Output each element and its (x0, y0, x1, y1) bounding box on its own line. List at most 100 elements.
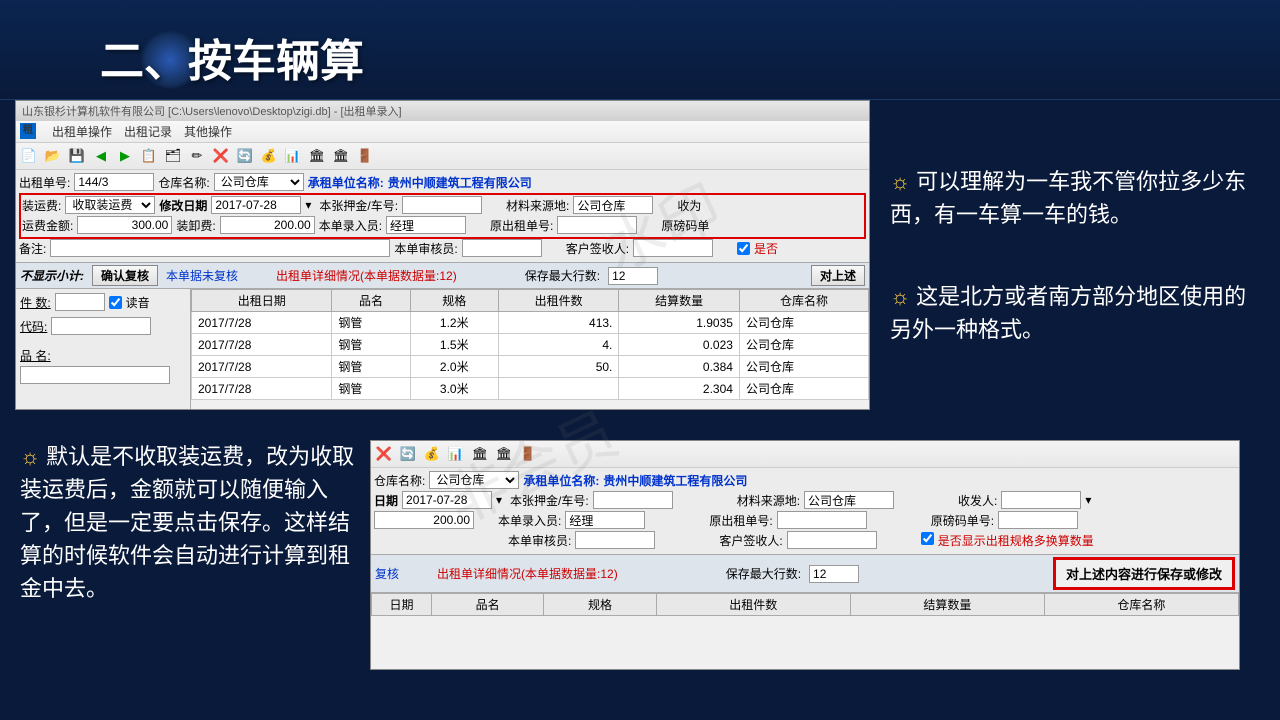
data-grid: 出租日期 品名 规格 出租件数 结算数量 仓库名称 2017/7/28钢管1.2… (191, 289, 869, 400)
warehouse-select[interactable]: 公司仓库 (429, 471, 519, 489)
col-name[interactable]: 品名 (332, 290, 410, 312)
orig-weight-input[interactable] (998, 511, 1078, 529)
col-settle[interactable]: 结算数量 (619, 290, 740, 312)
tenant-label: 承租单位名称: (308, 174, 384, 191)
material-src-label: 材料来源地: (506, 197, 569, 214)
modify-date-input[interactable] (402, 491, 492, 509)
signer-label: 客户签收人: (719, 532, 782, 549)
material-src-input[interactable] (804, 491, 894, 509)
orig-rent-no-label: 原出租单号: (709, 512, 772, 529)
tenant-value: 贵州中顺建筑工程有限公司 (388, 174, 532, 191)
edit-icon[interactable]: ✏ (188, 147, 206, 165)
material-src-label: 材料来源地: (737, 492, 800, 509)
stats-icon[interactable]: 📊 (447, 445, 465, 463)
delete-icon[interactable]: ❌ (212, 147, 230, 165)
max-rows-input[interactable] (608, 267, 658, 285)
money-icon[interactable]: 💰 (260, 147, 278, 165)
deposit-input[interactable] (402, 196, 482, 214)
freight-amount-label: 运费金额: (22, 217, 73, 234)
money-icon[interactable]: 💰 (423, 445, 441, 463)
stats-icon[interactable]: 📊 (284, 147, 302, 165)
col-qty[interactable]: 出租件数 (498, 290, 619, 312)
modify-date-input[interactable] (211, 196, 301, 214)
auditor-label: 本单审核员: (394, 240, 457, 257)
confirm-review-button[interactable]: 确认复核 (92, 265, 158, 286)
bank1-icon[interactable]: 🏛 (471, 445, 489, 463)
detail-title: 出租单详细情况(本单据数据量:12) (276, 267, 457, 284)
form-area: 出租单号: 仓库名称: 公司仓库 承租单位名称: 贵州中顺建筑工程有限公司 装运… (16, 170, 869, 262)
form-area-2: 仓库名称: 公司仓库 承租单位名称: 贵州中顺建筑工程有限公司 日期 ▾ 本张押… (371, 468, 1239, 554)
material-src-input[interactable] (573, 196, 653, 214)
orig-rent-no-input[interactable] (557, 216, 637, 234)
refresh-icon[interactable]: 🔄 (399, 445, 417, 463)
warehouse-select[interactable]: 公司仓库 (214, 173, 304, 191)
max-rows-label: 保存最大行数: (525, 267, 600, 284)
code-input[interactable] (51, 317, 151, 335)
col-name[interactable]: 品名 (432, 594, 544, 616)
bank2-icon[interactable]: 🏛 (495, 445, 513, 463)
menu-item[interactable]: 出租单操作 (52, 123, 112, 140)
exit-icon[interactable]: 🚪 (519, 445, 537, 463)
note-right-2: ☼这是北方或者南方部分地区使用的另外一种格式。 (890, 280, 1265, 346)
freight-amount-input[interactable] (77, 216, 172, 234)
app-icon: 租 (20, 123, 36, 139)
orig-rent-no-input[interactable] (777, 511, 867, 529)
table-row: 2017/7/28钢管2.0米50.0.384公司仓库 (192, 356, 869, 378)
count-input[interactable] (55, 293, 105, 311)
deposit-label: 本张押金/车号: (319, 197, 398, 214)
ship-fee-type-select[interactable]: 收取装运费 (65, 196, 155, 214)
unload-fee-input[interactable] (374, 511, 474, 529)
col-spec[interactable]: 规格 (544, 594, 656, 616)
new-icon[interactable]: 📄 (20, 147, 38, 165)
read-checkbox[interactable] (109, 296, 122, 309)
next-icon[interactable]: ▶ (116, 147, 134, 165)
delete-icon[interactable]: ❌ (375, 445, 393, 463)
max-rows-input[interactable] (809, 565, 859, 583)
note-right-1: ☼可以理解为一车我不管你拉多少东西，有一车算一车的钱。 (890, 165, 1265, 231)
menu-item[interactable]: 其他操作 (184, 123, 232, 140)
auditor-input[interactable] (575, 531, 655, 549)
exit-icon[interactable]: 🚪 (356, 147, 374, 165)
signer-input[interactable] (633, 239, 713, 257)
bank1-icon[interactable]: 🏛 (308, 147, 326, 165)
unload-fee-input[interactable] (220, 216, 315, 234)
deposit-input[interactable] (593, 491, 673, 509)
bullet-icon: ☼ (20, 444, 40, 469)
save-above-button[interactable]: 对上述 (811, 265, 865, 286)
remark-input[interactable] (50, 239, 390, 257)
name-input[interactable] (20, 366, 170, 384)
read-label: 读音 (126, 294, 150, 311)
col-wh[interactable]: 仓库名称 (1044, 594, 1238, 616)
col-settle[interactable]: 结算数量 (850, 594, 1044, 616)
flag-checkbox[interactable] (737, 242, 750, 255)
save-modify-button[interactable]: 对上述内容进行保存或修改 (1053, 557, 1235, 590)
remark-label: 备注: (19, 240, 46, 257)
receiver-input[interactable] (1001, 491, 1081, 509)
rent-no-input[interactable] (74, 173, 154, 191)
code-label: 代码: (20, 318, 47, 335)
col-date[interactable]: 出租日期 (192, 290, 332, 312)
auditor-input[interactable] (462, 239, 542, 257)
show-spec-checkbox[interactable] (921, 532, 934, 545)
orig-weight-label: 原磅码单 (661, 217, 709, 234)
app-window-1: 山东银杉计算机软件有限公司 [C:\Users\lenovo\Desktop\z… (15, 100, 870, 410)
prev-icon[interactable]: ◀ (92, 147, 110, 165)
orig-weight-label2: 原磅码单号: (931, 512, 994, 529)
menu-item[interactable]: 出租记录 (124, 123, 172, 140)
refresh-icon[interactable]: 🔄 (236, 147, 254, 165)
modify-date-label: 修改日期 (159, 197, 207, 214)
entry-person-input[interactable] (386, 216, 466, 234)
paste-icon[interactable]: 🗂 (164, 147, 182, 165)
warehouse-label: 仓库名称: (374, 472, 425, 489)
col-qty[interactable]: 出租件数 (656, 594, 850, 616)
sub-bar: 不显示小计: 确认复核 本单据未复核 出租单详细情况(本单据数据量:12) 保存… (16, 262, 869, 289)
entry-person-input[interactable] (565, 511, 645, 529)
col-wh[interactable]: 仓库名称 (739, 290, 868, 312)
save-icon[interactable]: 💾 (68, 147, 86, 165)
open-icon[interactable]: 📂 (44, 147, 62, 165)
col-date-partial[interactable]: 日期 (372, 594, 432, 616)
copy-icon[interactable]: 📋 (140, 147, 158, 165)
col-spec[interactable]: 规格 (410, 290, 498, 312)
signer-input[interactable] (787, 531, 877, 549)
bank2-icon[interactable]: 🏛 (332, 147, 350, 165)
